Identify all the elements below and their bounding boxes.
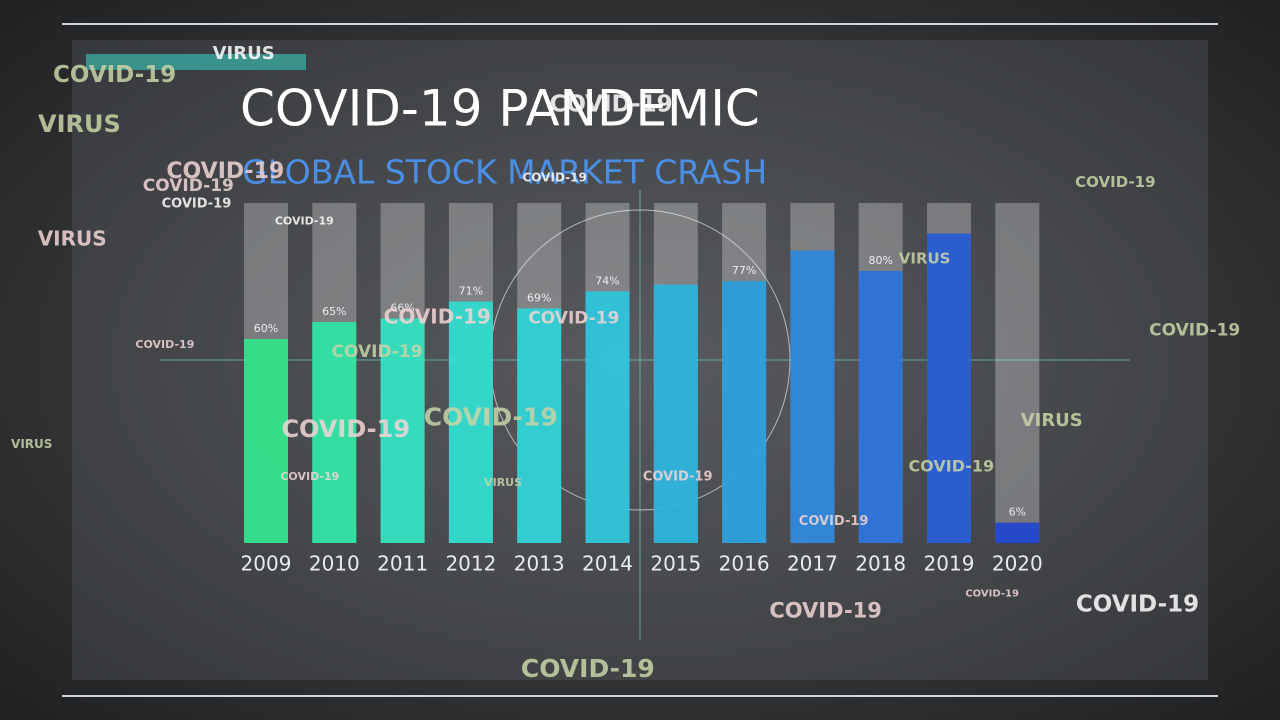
bar	[448, 301, 493, 543]
value-label: 6%	[1009, 506, 1026, 519]
overlay-word: COVID-19	[143, 176, 234, 196]
value-label: 60%	[254, 322, 278, 335]
bar	[927, 233, 971, 543]
overlay-word: COVID-19	[166, 159, 284, 184]
overlay-word: COVID-19	[53, 62, 176, 88]
overlay-word: COVID-19	[1075, 173, 1155, 191]
accent-bar	[86, 54, 306, 70]
x-tick-label: 2011	[377, 552, 428, 576]
bar-track	[995, 203, 1040, 543]
overlay-word: COVID-19	[275, 214, 334, 227]
x-tick-label: 2014	[582, 552, 633, 576]
overlay-word: COVID-19	[280, 470, 339, 483]
overlay-word: COVID-19	[965, 588, 1019, 599]
overlay-word: COVID-19	[332, 342, 423, 362]
overlay-word: VIRUS	[11, 437, 52, 451]
overlay-words: COVID-19VIRUSCOVID-19COVID-19VIRUSCOVID-…	[11, 43, 1240, 683]
value-label: 65%	[322, 305, 346, 318]
x-tick-label: 2018	[855, 552, 906, 576]
value-label: 71%	[459, 285, 483, 298]
overlay-word: COVID-19	[523, 171, 587, 185]
value-label: 69%	[527, 291, 551, 304]
overlay-word: COVID-19	[908, 457, 994, 476]
x-tick-label: 2019	[924, 552, 975, 576]
value-label: 77%	[732, 264, 756, 277]
overlay-word: VIRUS	[1021, 410, 1083, 431]
overlay-word: VIRUS	[38, 227, 107, 251]
bar	[653, 284, 698, 543]
overlay-word: COVID-19	[643, 469, 713, 484]
overlay-word: VIRUS	[213, 43, 275, 64]
bar	[995, 522, 1040, 543]
overlay-word: COVID-19	[135, 338, 194, 351]
bar	[244, 339, 288, 543]
x-tick-label: 2017	[787, 552, 838, 576]
overlay-word: COVID-19	[769, 598, 882, 622]
x-tick-label: 2012	[445, 552, 496, 576]
bar	[790, 250, 835, 543]
bar	[858, 271, 903, 543]
x-tick-label: 2013	[514, 552, 565, 576]
overlay-word: COVID-19	[799, 514, 869, 529]
x-tick-label: 2010	[309, 552, 360, 576]
value-label: 80%	[868, 254, 892, 267]
overlay-word: COVID-19	[384, 305, 491, 329]
overlay-word: VIRUS	[38, 110, 121, 138]
overlay-word: COVID-19	[549, 92, 672, 118]
x-tick-label: 2009	[241, 552, 292, 576]
value-label: 66%	[390, 302, 414, 315]
overlay-word: COVID-19	[521, 654, 655, 683]
bar	[722, 281, 767, 543]
overlay-word: VIRUS	[899, 250, 951, 268]
overlay-word: COVID-19	[281, 415, 410, 443]
bar	[312, 322, 357, 543]
x-tick-label: 2015	[650, 552, 701, 576]
overlay-word: COVID-19	[1149, 320, 1240, 340]
overlay-word: COVID-19	[528, 309, 619, 329]
bars: 60% 2009 65% 2010 66% 2011 71% 2012 69% 2013 74% 20…	[241, 203, 1043, 576]
x-tick-label: 2020	[992, 552, 1043, 576]
overlay-word: COVID-19	[424, 402, 558, 431]
x-tick-label: 2016	[719, 552, 770, 576]
bar	[380, 318, 425, 543]
value-label: 74%	[595, 274, 619, 287]
chart-title: COVID-19 PANDEMIC	[240, 80, 760, 138]
chart-subtitle: GLOBAL STOCK MARKET CRASH	[242, 153, 767, 192]
overlay-word: COVID-19	[1076, 592, 1199, 618]
bar	[585, 291, 630, 543]
overlay-word: COVID-19	[162, 196, 232, 211]
overlay-word: VIRUS	[484, 476, 522, 489]
bar	[517, 308, 562, 543]
